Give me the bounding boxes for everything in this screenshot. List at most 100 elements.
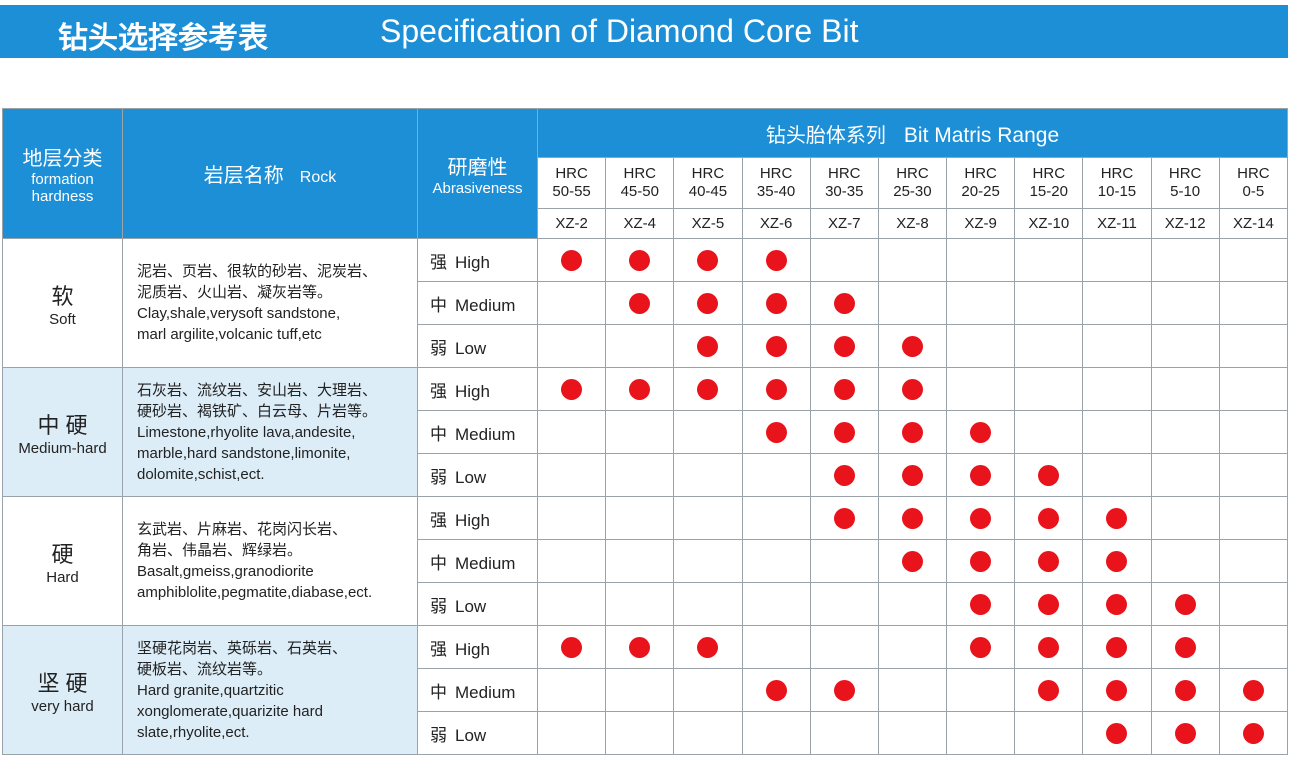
body-row: 中 Medium	[3, 410, 1289, 454]
dot	[765, 335, 787, 357]
dot-cell	[536, 625, 607, 669]
dot	[901, 464, 923, 486]
dot	[833, 421, 855, 443]
dot-cell	[1218, 582, 1289, 626]
dot-cell	[1150, 539, 1220, 583]
dot	[1038, 550, 1060, 572]
dot-cell	[809, 281, 879, 325]
dot	[765, 679, 787, 701]
header-row: 地层分类 formation hardness 岩层名称 Rock 研磨性 Abrasive…	[2, 108, 1289, 239]
abrasive-cell: 中 Medium	[417, 539, 538, 583]
dot	[1038, 593, 1060, 615]
code-cell: XZ-2	[536, 208, 607, 239]
abrasive-cell: 弱 Low	[417, 453, 538, 497]
rock-cell: 坚硬花岗岩、英砾岩、石英岩、 硬板岩、流纹岩等。 Hard granite,quar…	[122, 625, 418, 755]
dot	[970, 550, 992, 572]
dot	[833, 335, 855, 357]
dot-cell	[605, 281, 675, 325]
dot-cell	[1150, 496, 1220, 540]
dot-cell	[809, 711, 879, 755]
formation-zh: 坚 硬	[37, 670, 88, 696]
dot	[1038, 507, 1060, 529]
dot	[1038, 636, 1060, 658]
rock-zh-line: 坚硬花岗岩、英砾岩、石英岩、	[137, 639, 348, 657]
dot-cell	[741, 711, 811, 755]
abrasive-zh: 弱	[430, 596, 447, 616]
dot-cell	[1014, 367, 1084, 411]
dot-cell	[946, 324, 1016, 368]
abrasive-cell: 弱 Low	[417, 324, 538, 368]
dot-cell	[741, 453, 811, 497]
dot-cell	[536, 539, 607, 583]
hrc-label: HRC	[1237, 165, 1270, 182]
dot-cell	[1150, 668, 1220, 712]
dot-cell	[1082, 367, 1152, 411]
dot-cell	[605, 582, 675, 626]
dot-cell	[1218, 668, 1289, 712]
dot-cell	[1150, 625, 1220, 669]
body-row: 弱 Low	[3, 582, 1289, 626]
dot	[1106, 722, 1128, 744]
dot-cell	[741, 625, 811, 669]
hrc-label: HRC	[691, 165, 725, 182]
abrasive-en: High	[455, 252, 490, 272]
dot	[901, 507, 923, 529]
formation-en: formation	[31, 171, 94, 188]
abrasive-cell: 强 High	[417, 496, 538, 540]
dot	[765, 249, 787, 271]
dot-cell	[1014, 324, 1084, 368]
dot	[901, 550, 923, 572]
dot-cell	[1014, 582, 1084, 626]
dot-cell	[946, 668, 1016, 712]
title-bar: 钻头选择参考表 Specification of Diamond Core Bi…	[0, 5, 1288, 58]
dot-cell	[536, 453, 607, 497]
dot-cell	[809, 410, 879, 454]
hrc-range: 20-25	[961, 183, 1000, 200]
formation-en: Soft	[49, 310, 76, 328]
dot-cell	[605, 367, 675, 411]
hrc-label: HRC	[1168, 165, 1202, 182]
dot	[833, 292, 855, 314]
dot-cell	[809, 668, 879, 712]
range-header: 钻头胎体系列 Bit Matris Range	[536, 108, 1289, 158]
dot-cell	[741, 539, 811, 583]
dot-cell	[1014, 281, 1084, 325]
dot-cell	[1150, 582, 1220, 626]
code-cell: XZ-7	[809, 208, 879, 239]
dot	[629, 378, 651, 400]
hrc-label: HRC	[896, 165, 929, 182]
dot-cell	[1082, 453, 1152, 497]
rock-en-line: slate,rhyolite,ect.	[137, 723, 250, 741]
dot-cell	[673, 324, 743, 368]
body-row: 弱 Low	[3, 711, 1289, 755]
dot-cell	[1082, 582, 1152, 626]
dot-cell	[1218, 238, 1289, 282]
dot	[1106, 507, 1128, 529]
abrasive-zh: 中	[430, 682, 447, 702]
dot-cell	[536, 324, 607, 368]
dot-cell	[536, 281, 607, 325]
dot	[561, 249, 583, 271]
dot-cell	[809, 238, 879, 282]
dot	[1106, 593, 1128, 615]
dot-cell	[673, 410, 743, 454]
dot-cell	[1218, 453, 1289, 497]
dot-cell	[946, 410, 1016, 454]
formation-zh: 软	[51, 283, 74, 309]
dot-cell	[1014, 496, 1084, 540]
dot	[970, 636, 992, 658]
rock-en-line: Clay,shale,verysoft sandstone,	[137, 305, 341, 322]
dot-cell	[673, 539, 743, 583]
hrc-label: HRC	[555, 165, 588, 182]
dot-cell	[536, 238, 607, 282]
title-en: Specification of Diamond Core Bit	[380, 13, 859, 49]
abrasive-en: Low	[455, 467, 487, 487]
hrc-label: HRC	[828, 165, 861, 182]
dot-cell	[741, 367, 811, 411]
dot-cell	[673, 582, 743, 626]
dot-cell	[1014, 711, 1084, 755]
dot	[765, 292, 787, 314]
dot-cell	[809, 367, 879, 411]
dot-cell	[946, 711, 1016, 755]
